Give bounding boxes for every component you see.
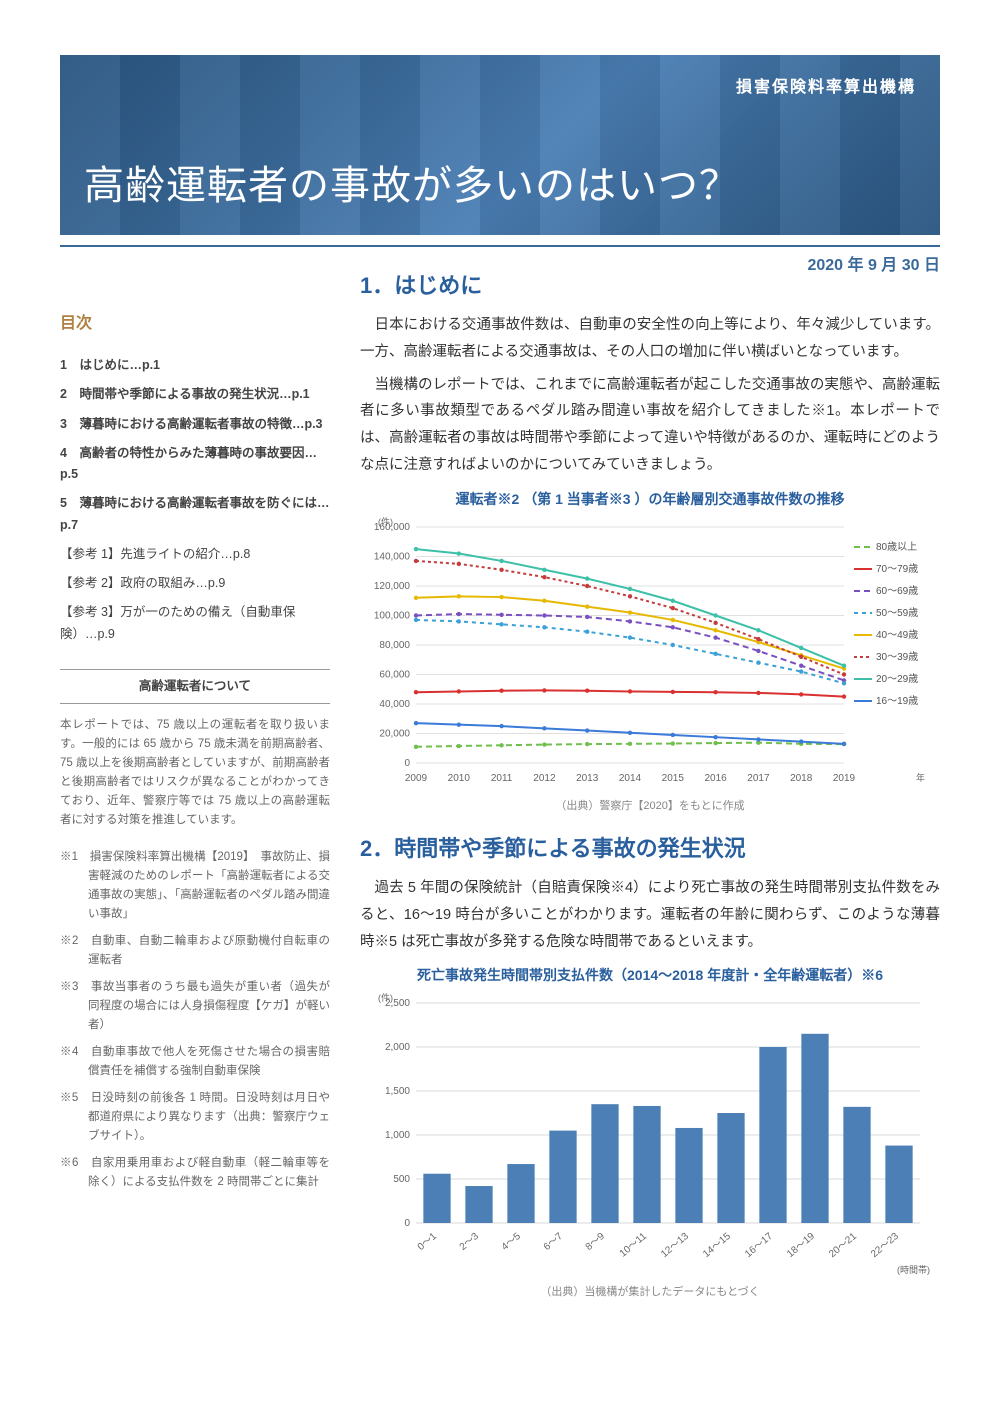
main-content: 1．はじめに 日本における交通事故件数は、自動車の安全性の向上等により、年々減少…: [360, 268, 940, 1299]
section1-p1: 日本における交通事故件数は、自動車の安全性の向上等により、年々減少しています。一…: [360, 312, 940, 366]
section2-heading: 2．時間帯や季節による事故の発生状況: [360, 831, 940, 863]
footnote: ※5 日没時刻の前後各 1 時間。日没時刻は月日や都道府県により異なります（出典…: [60, 1089, 330, 1146]
svg-text:0: 0: [404, 758, 410, 769]
footnote: ※3 事故当事者のうち最も過失が重い者（過失が同程度の場合には人身損傷程度【ケガ…: [60, 978, 330, 1035]
svg-text:500: 500: [393, 1174, 410, 1185]
svg-text:18～19: 18～19: [785, 1231, 817, 1260]
footnote: ※6 自家用乗用車および軽自動車（軽二輪車等を除く）による支払件数を 2 時間帯…: [60, 1154, 330, 1192]
section1-heading: 1．はじめに: [360, 268, 940, 300]
chart2: 05001,0001,5002,0002,5000～12～34～56～78～91…: [360, 989, 940, 1279]
footnote-list: ※1 損害保険料率算出機構【2019】 事故防止、損害軽減のためのレポート「高齢…: [60, 848, 330, 1192]
svg-text:40,000: 40,000: [379, 699, 410, 710]
svg-text:2017: 2017: [747, 773, 770, 784]
chart2-caption: （出典）当機構が集計したデータにもとづく: [360, 1283, 940, 1299]
svg-text:2015: 2015: [662, 773, 685, 784]
toc-ref-item: 【参考 3】万が一のための備え（自動車保険）…p.9: [60, 602, 330, 645]
toc-title: 目次: [60, 310, 330, 337]
svg-text:2,000: 2,000: [385, 1042, 410, 1053]
svg-text:22～23: 22～23: [869, 1231, 901, 1260]
svg-text:80,000: 80,000: [379, 640, 410, 651]
footnote: ※4 自動車事故で他人を死傷させた場合の損害賠償責任を補償する強制自動車保険: [60, 1043, 330, 1081]
svg-text:(件): (件): [378, 992, 393, 1003]
svg-text:50～59歳: 50～59歳: [876, 607, 918, 619]
svg-text:12～13: 12～13: [659, 1231, 691, 1260]
svg-text:100,000: 100,000: [374, 610, 411, 621]
svg-text:(時間帯): (時間帯): [897, 1264, 930, 1275]
sidebar: 目次 1 はじめに…p.1 2 時間帯や季節による事故の発生状況…p.1 3 薄…: [60, 310, 330, 1200]
svg-text:60～69歳: 60～69歳: [876, 585, 918, 597]
side-box-title: 高齢運転者について: [60, 669, 330, 704]
chart1-svg: 0 20,000 40,000 60,000 80,000 100,000 120,000 1…: [360, 513, 940, 793]
svg-text:2013: 2013: [576, 773, 599, 784]
svg-text:2018: 2018: [790, 773, 813, 784]
toc-ref-item: 【参考 2】政府の取組み…p.9: [60, 573, 330, 594]
svg-text:(件): (件): [378, 516, 393, 527]
svg-text:20～21: 20～21: [827, 1231, 859, 1260]
chart1-title: 運転者※2 （第 1 当事者※3 ）の年齢層別交通事故件数の推移: [360, 489, 940, 509]
toc-item: 3 薄暮時における高齢運転者事故の特徴…p.3: [60, 414, 330, 435]
chart2-svg: 05001,0001,5002,0002,5000～12～34～56～78～91…: [360, 989, 940, 1279]
toc-item: 1 はじめに…p.1: [60, 355, 330, 376]
svg-text:10～11: 10～11: [618, 1231, 650, 1260]
svg-text:16～17: 16～17: [743, 1231, 775, 1260]
svg-text:2～3: 2～3: [458, 1231, 482, 1253]
toc-item: 2 時間帯や季節による事故の発生状況…p.1: [60, 384, 330, 405]
svg-text:60,000: 60,000: [379, 669, 410, 680]
svg-text:年: 年: [916, 772, 925, 783]
svg-text:2016: 2016: [704, 773, 727, 784]
footnote: ※2 自動車、自動二輪車および原動機付自転車の運転者: [60, 932, 330, 970]
svg-text:120,000: 120,000: [374, 581, 411, 592]
svg-text:14～15: 14～15: [701, 1231, 733, 1260]
side-box-text: 本レポートでは、75 歳以上の運転者を取り扱います。一般的には 65 歳から 7…: [60, 716, 330, 830]
svg-text:2012: 2012: [533, 773, 556, 784]
chart2-title: 死亡事故発生時間帯別支払件数（2014～2018 年度計・全年齢運転者）※6: [360, 965, 940, 985]
svg-text:20～29歳: 20～29歳: [876, 673, 918, 685]
svg-text:1,500: 1,500: [385, 1086, 410, 1097]
svg-text:6～7: 6～7: [542, 1231, 566, 1253]
svg-text:140,000: 140,000: [374, 551, 411, 562]
svg-text:2019: 2019: [833, 773, 856, 784]
svg-text:20,000: 20,000: [379, 728, 410, 739]
svg-text:0～1: 0～1: [416, 1231, 440, 1253]
toc-item: 4 高齢者の特性からみた薄暮時の事故要因…p.5: [60, 443, 330, 486]
svg-text:8～9: 8～9: [584, 1231, 608, 1253]
svg-text:4～5: 4～5: [500, 1231, 524, 1253]
svg-text:16～19歳: 16～19歳: [876, 695, 918, 707]
svg-text:80歳以上: 80歳以上: [876, 541, 917, 553]
svg-text:2011: 2011: [491, 773, 513, 784]
svg-text:70～79歳: 70～79歳: [876, 563, 918, 575]
toc-ref-item: 【参考 1】先進ライトの紹介…p.8: [60, 544, 330, 565]
chart1-caption: （出典）警察庁【2020】をもとに作成: [360, 797, 940, 813]
toc-list: 1 はじめに…p.1 2 時間帯や季節による事故の発生状況…p.1 3 薄暮時に…: [60, 355, 330, 645]
header-org: 損害保険料率算出機構: [736, 73, 916, 97]
page-title: 高齢運転者の事故が多いのはいつ？: [84, 153, 740, 211]
svg-text:2010: 2010: [448, 773, 471, 784]
header-banner: 損害保険料率算出機構 高齢運転者の事故が多いのはいつ？: [60, 55, 940, 235]
svg-text:30～39歳: 30～39歳: [876, 651, 918, 663]
section1-p2: 当機構のレポートでは、これまでに高齢運転者が起こした交通事故の実態や、高齢運転者…: [360, 372, 940, 479]
section2-p1: 過去 5 年間の保険統計（自賠責保険※4）により死亡事故の発生時間帯別支払件数を…: [360, 875, 940, 955]
footnote: ※1 損害保険料率算出機構【2019】 事故防止、損害軽減のためのレポート「高齢…: [60, 848, 330, 924]
svg-text:40～49歳: 40～49歳: [876, 629, 918, 641]
toc-item: 5 薄暮時における高齢運転者事故を防ぐには…p.7: [60, 493, 330, 536]
svg-text:0: 0: [404, 1218, 410, 1229]
svg-text:1,000: 1,000: [385, 1130, 410, 1141]
chart1: 0 20,000 40,000 60,000 80,000 100,000 120,000 1…: [360, 513, 940, 793]
svg-text:2014: 2014: [619, 773, 642, 784]
svg-text:2009: 2009: [405, 773, 428, 784]
